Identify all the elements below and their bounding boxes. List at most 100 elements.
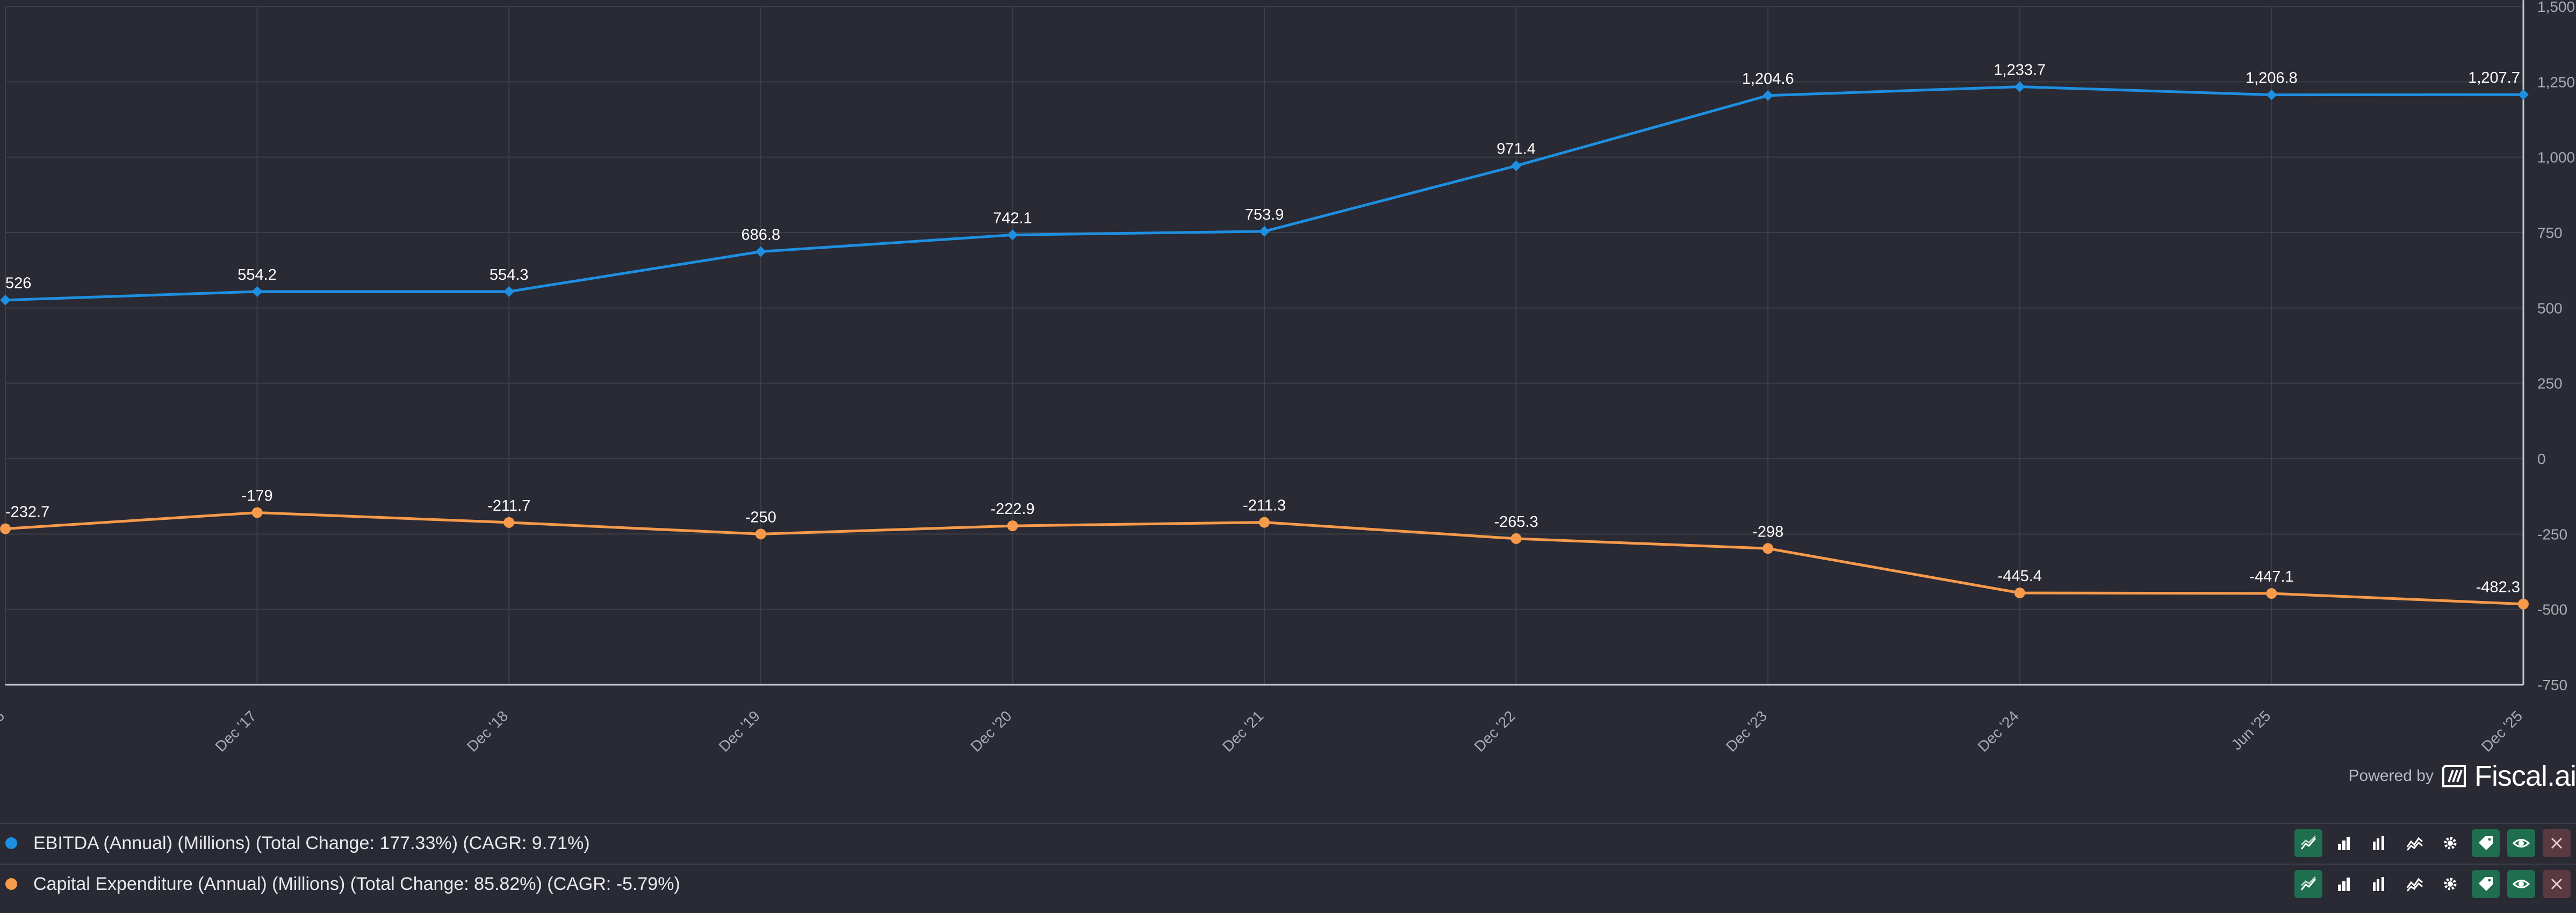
data-label: -482.3 [2476, 579, 2520, 596]
data-label: -265.3 [1494, 513, 1538, 531]
line-chart-icon [2300, 835, 2316, 850]
y-tick-label: 750 [2537, 224, 2563, 241]
grouped-bar-icon [2373, 836, 2384, 850]
x-tick-label: Dec '24 [1975, 707, 2022, 752]
legend-dot [5, 837, 17, 849]
line-chart-button[interactable] [2294, 829, 2322, 857]
settings-icon [2444, 837, 2457, 850]
legend-dot [5, 878, 17, 890]
data-label: -445.4 [1998, 568, 2042, 585]
x-tick-label: Dec '22 [1471, 707, 1518, 752]
y-tick-label: -250 [2537, 526, 2567, 542]
data-point [503, 286, 515, 297]
data-label: 526 [5, 275, 31, 292]
data-point [251, 507, 263, 518]
settings-button[interactable] [2436, 829, 2464, 857]
data-point [2014, 588, 2025, 599]
x-tick-label: Dec '20 [967, 707, 1014, 752]
bar-chart-button[interactable] [2330, 829, 2358, 857]
data-point [1259, 226, 1270, 237]
data-label: 1,207.7 [2468, 69, 2520, 86]
remove-series-button[interactable] [2543, 870, 2571, 898]
data-point [1259, 517, 1270, 528]
y-tick-label: 1,500 [2537, 0, 2575, 15]
data-point [2266, 89, 2277, 100]
data-label: -447.1 [2249, 568, 2293, 585]
data-label: -232.7 [5, 504, 49, 521]
eye-icon [2512, 880, 2530, 888]
x-tick-label: Dec '25 [2478, 707, 2525, 752]
data-point [2518, 598, 2529, 610]
tag-icon [2479, 877, 2493, 891]
x-tick-label: Dec '19 [716, 707, 763, 752]
legend-row-capex: Capital Expenditure (Annual) (Millions) … [0, 864, 2576, 903]
data-point [2014, 81, 2025, 92]
data-label: 554.2 [238, 266, 277, 284]
visibility-button[interactable] [2507, 829, 2535, 857]
brand-name: Fiscal.ai [2474, 760, 2576, 792]
settings-button[interactable] [2436, 870, 2464, 898]
fiscal-ai-logo-icon [2441, 764, 2467, 788]
legend-label: EBITDA (Annual) (Millions) (Total Change… [33, 832, 590, 853]
data-point [503, 517, 515, 528]
data-label: 1,204.6 [1742, 70, 1794, 88]
data-label: 971.4 [1496, 141, 1536, 158]
data-point [755, 528, 766, 540]
line-chart-button[interactable] [2294, 870, 2322, 898]
series-toolbar [2294, 829, 2571, 857]
y-tick-label: 500 [2537, 300, 2563, 316]
settings-icon [2444, 878, 2457, 890]
bar-chart-icon [2338, 878, 2350, 891]
y-tick-label: 0 [2537, 451, 2546, 467]
data-point [251, 286, 263, 297]
series-ebitda: 526 554.2 554.3 686.8 742.1 753.9 971.4 1,204.6… [0, 61, 2529, 306]
x-tick-label: Jun '25 [2228, 707, 2273, 752]
label-button[interactable] [2472, 870, 2500, 898]
data-label: 554.3 [490, 266, 529, 284]
grouped-bar-button[interactable] [2365, 870, 2393, 898]
series-toolbar [2294, 870, 2571, 898]
data-point [0, 294, 11, 306]
tag-icon [2479, 836, 2493, 850]
y-tick-label: 250 [2537, 375, 2563, 392]
label-button[interactable] [2472, 829, 2500, 857]
x-tick-label: Dec '21 [1219, 707, 1267, 752]
data-label: -211.7 [487, 497, 530, 515]
data-point [1007, 229, 1018, 241]
grouped-bar-icon [2373, 877, 2384, 891]
data-point [1510, 533, 1522, 544]
x-tick-label: Dec '16 [0, 707, 8, 752]
bar-chart-button[interactable] [2330, 870, 2358, 898]
visibility-button[interactable] [2507, 870, 2535, 898]
remove-series-button[interactable] [2543, 829, 2571, 857]
data-point [1510, 160, 1522, 171]
data-label: 686.8 [742, 226, 781, 243]
data-point [1762, 543, 1774, 554]
series-capex: -232.7 -179 -211.7 -250 -222.9 -211.3 -265.3 -2… [0, 487, 2529, 610]
legend-label: Capital Expenditure (Annual) (Millions) … [33, 873, 680, 894]
data-label: 1,233.7 [1994, 61, 2046, 78]
close-icon [2551, 878, 2563, 890]
area-chart-button[interactable] [2401, 870, 2429, 898]
data-label: 742.1 [993, 209, 1032, 227]
powered-by-text: Powered by [2348, 767, 2434, 785]
data-point [0, 523, 11, 534]
area-chart-icon [2406, 837, 2423, 851]
x-tick-label: Dec '18 [464, 707, 511, 752]
area-chart-icon [2406, 878, 2423, 892]
data-point [2266, 588, 2277, 599]
data-point [1762, 90, 1774, 101]
data-point [1007, 520, 1018, 532]
x-tick-label: Dec '17 [212, 707, 259, 752]
y-tick-label: 1,000 [2537, 149, 2575, 166]
grouped-bar-button[interactable] [2365, 829, 2393, 857]
area-chart-button[interactable] [2401, 829, 2429, 857]
bar-chart-icon [2338, 837, 2350, 850]
data-label: -179 [242, 487, 273, 504]
y-tick-label: -750 [2537, 677, 2567, 693]
data-point [755, 246, 766, 257]
x-tick-label: Dec '23 [1723, 707, 1770, 752]
line-chart-icon [2300, 876, 2316, 890]
powered-by-branding[interactable]: Powered by Fiscal.ai [2334, 752, 2576, 800]
data-label: -250 [745, 509, 776, 526]
